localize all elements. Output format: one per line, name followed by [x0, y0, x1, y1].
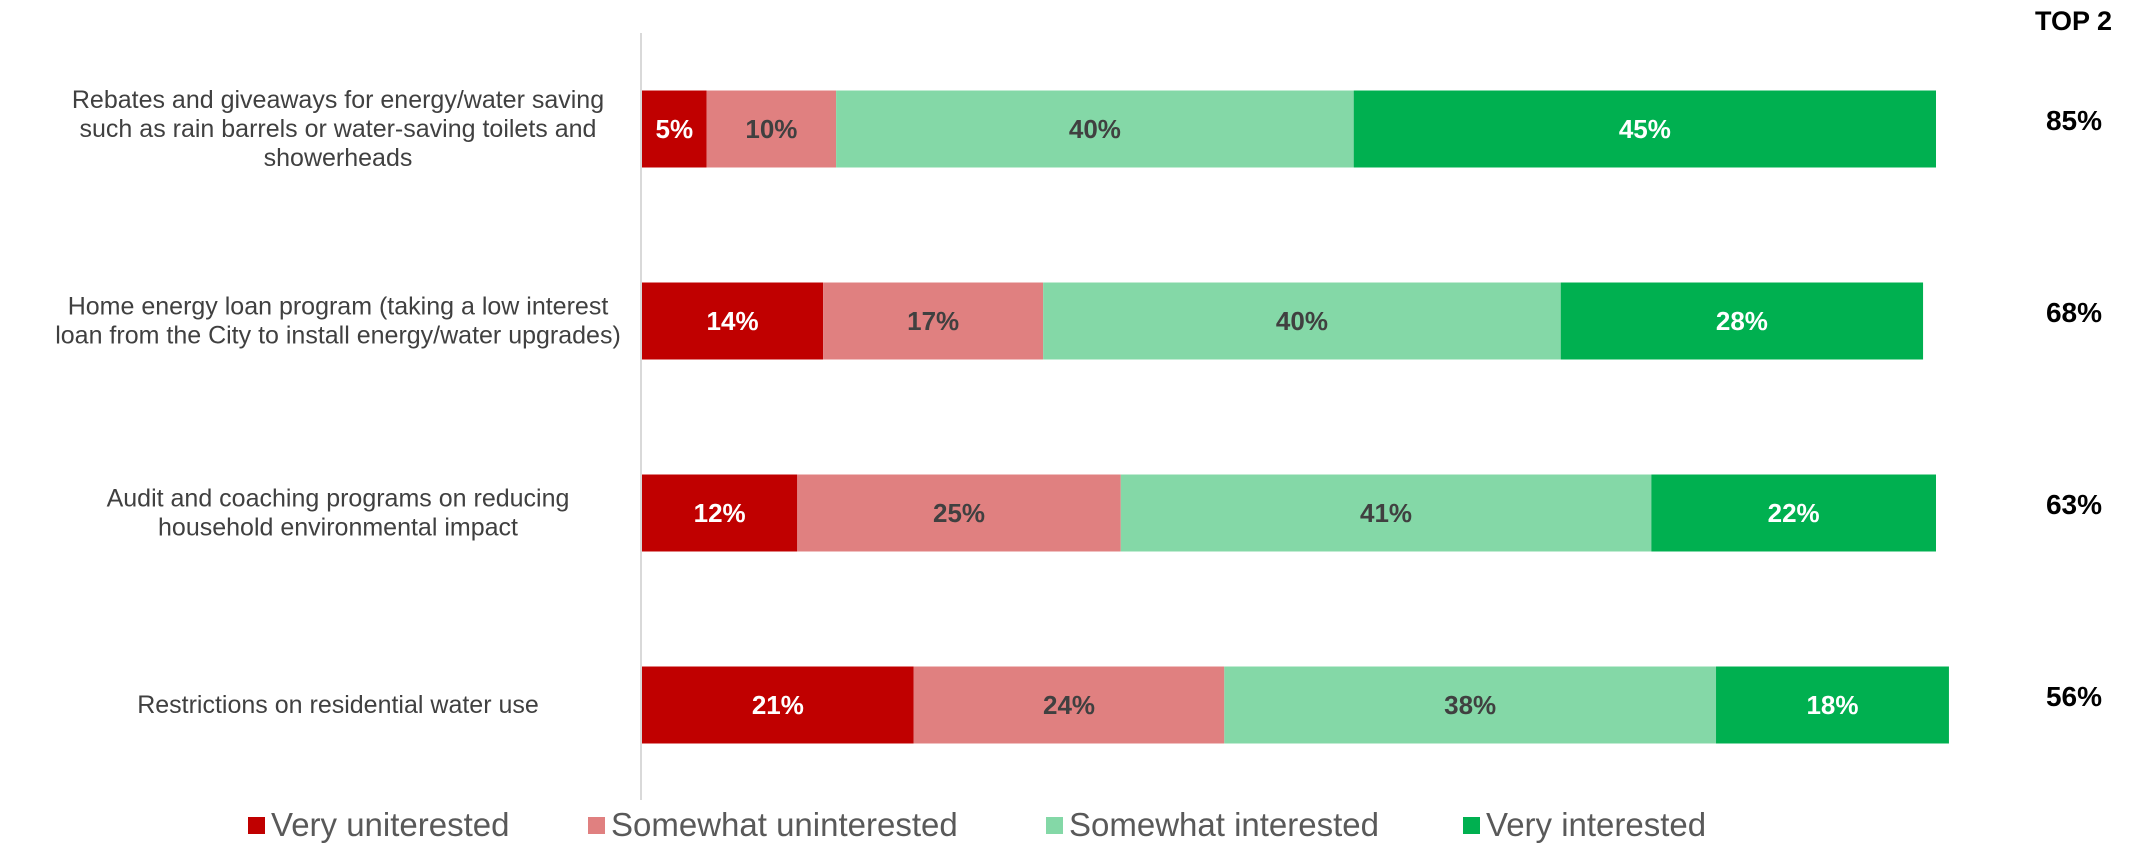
- top2-value: 68%: [2046, 297, 2102, 328]
- legend-swatch: [248, 816, 265, 834]
- data-label: 5%: [656, 114, 694, 144]
- bar-segment: [823, 282, 1044, 360]
- bar-segment: [913, 666, 1225, 744]
- legend-item: Somewhat interested: [1046, 806, 1379, 844]
- bar-segment: [642, 282, 824, 360]
- top2-values-group: 85% 68% 63% 56%: [2046, 105, 2102, 712]
- data-label: 38%: [1444, 690, 1496, 720]
- legend-label: Somewhat interested: [1069, 806, 1380, 843]
- bar-segment: [1716, 666, 1949, 744]
- legend-swatch: [1463, 816, 1480, 834]
- legend-swatch: [588, 816, 605, 834]
- category-label-line: Home energy loan program (taking a low i…: [68, 293, 609, 321]
- bar-segment: [642, 90, 707, 168]
- bar-segment: [706, 90, 837, 168]
- bar-segment: [1120, 474, 1652, 552]
- top2-header: TOP 2: [2035, 6, 2112, 36]
- bar-segment: [797, 474, 1121, 552]
- legend-item: Very interested: [1463, 806, 1706, 844]
- data-label: 40%: [1069, 114, 1121, 144]
- data-label: 14%: [707, 306, 759, 336]
- category-label-line: household environmental impact: [158, 514, 518, 542]
- legend-label: Very uniterested: [271, 806, 510, 843]
- data-label: 24%: [1043, 690, 1095, 720]
- category-label-line: showerheads: [264, 144, 413, 172]
- top2-value: 63%: [2046, 489, 2102, 520]
- data-label: 17%: [907, 306, 959, 336]
- legend-label: Somewhat uninterested: [611, 806, 958, 843]
- category-labels-group: Rebates and giveaways for energy/water s…: [55, 86, 621, 719]
- top2-value: 56%: [2046, 681, 2102, 712]
- data-label: 25%: [933, 498, 985, 528]
- legend-item: Very uniterested: [248, 806, 509, 844]
- data-label: 21%: [752, 690, 804, 720]
- bar-segment: [1651, 474, 1936, 552]
- bar-segment: [1043, 282, 1561, 360]
- bar-segment: [642, 666, 914, 744]
- bar-segment: [836, 90, 1354, 168]
- top2-value: 85%: [2046, 105, 2102, 136]
- category-label-line: loan from the City to install energy/wat…: [55, 322, 621, 350]
- legend-swatch: [1046, 816, 1063, 834]
- bars-group: 5% 10% 40% 45% 14% 17% 40% 28% 12% 25% 41% 22% 21% 24…: [642, 90, 1949, 744]
- data-label: 41%: [1360, 498, 1412, 528]
- stacked-bar-chart: TOP 2 5% 10% 40% 45% 14% 17% 40% 28% 12% 25% 41% 22…: [55, 6, 2112, 800]
- data-label: 40%: [1276, 306, 1328, 336]
- bar-segment: [642, 474, 798, 552]
- legend-item: Somewhat uninterested: [588, 806, 958, 844]
- data-label: 45%: [1619, 114, 1671, 144]
- data-label: 12%: [694, 498, 746, 528]
- category-label: Audit and coaching programs on reducing h…: [107, 485, 570, 542]
- data-label: 18%: [1806, 690, 1858, 720]
- category-label-line: Audit and coaching programs on reducing: [107, 485, 570, 513]
- data-label: 10%: [745, 114, 797, 144]
- legend: Very uniterested Somewhat uninterested Som…: [0, 806, 2130, 843]
- bar-segment: [1224, 666, 1717, 744]
- legend-label: Very interested: [1486, 806, 1707, 843]
- category-label-line: Restrictions on residential water use: [137, 691, 539, 719]
- category-label: Restrictions on residential water use: [137, 691, 539, 719]
- bar-segment: [1353, 90, 1936, 168]
- bar-segment: [1560, 282, 1924, 360]
- category-label-line: Rebates and giveaways for energy/water s…: [72, 86, 604, 114]
- category-label: Home energy loan program (taking a low i…: [55, 293, 621, 350]
- data-label: 28%: [1716, 306, 1768, 336]
- category-label-line: such as rain barrels or water-saving toi…: [80, 115, 597, 143]
- category-label: Rebates and giveaways for energy/water s…: [72, 86, 604, 172]
- data-label: 22%: [1768, 498, 1820, 528]
